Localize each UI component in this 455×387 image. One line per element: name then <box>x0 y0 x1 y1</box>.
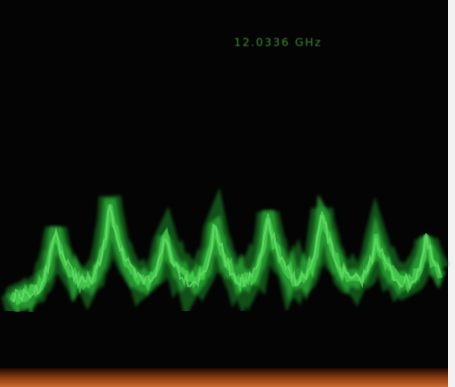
trace <box>11 202 441 303</box>
frame-edge <box>448 0 455 387</box>
waveform <box>1 178 450 340</box>
bottom-glow <box>0 368 448 387</box>
frequency-readout: 12.0336 GHz <box>234 36 322 49</box>
